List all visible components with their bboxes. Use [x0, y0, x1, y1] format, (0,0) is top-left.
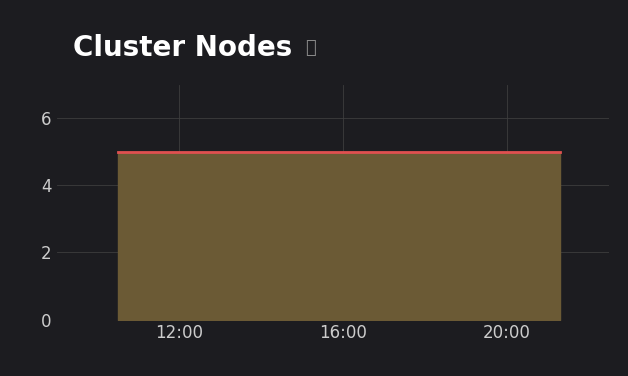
Text: Cluster Nodes: Cluster Nodes — [73, 34, 293, 62]
Text: ⓘ: ⓘ — [305, 39, 316, 57]
